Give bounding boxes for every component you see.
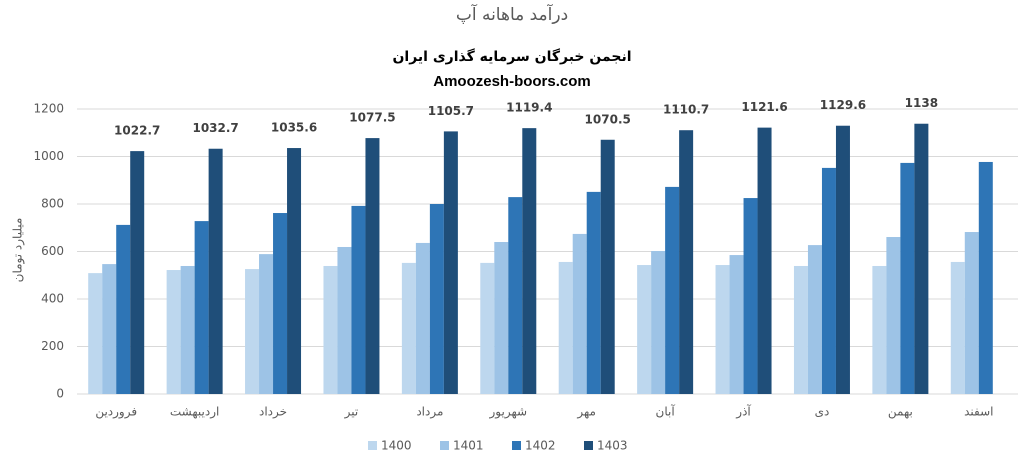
x-tick-label: مهر bbox=[576, 405, 596, 420]
data-label: 1070.5 bbox=[585, 112, 631, 126]
bar bbox=[914, 123, 929, 394]
chart-source: Amoozesh-boors.com bbox=[433, 73, 591, 90]
bar bbox=[872, 265, 887, 394]
bar bbox=[116, 224, 131, 394]
bar bbox=[208, 148, 223, 394]
y-tick-label: 1000 bbox=[33, 149, 64, 163]
bar bbox=[821, 167, 836, 394]
x-tick-label: آبان bbox=[656, 404, 676, 419]
bar bbox=[337, 246, 352, 394]
bar bbox=[522, 128, 537, 394]
y-tick-label: 800 bbox=[41, 197, 64, 211]
bar bbox=[743, 198, 758, 394]
bar bbox=[401, 262, 416, 394]
legend-swatch bbox=[368, 441, 377, 450]
bar bbox=[886, 237, 901, 394]
bar bbox=[757, 127, 772, 395]
legend-label: 1401 bbox=[453, 439, 484, 453]
x-tick-label: خرداد bbox=[259, 405, 287, 420]
y-tick-label: 600 bbox=[41, 244, 64, 258]
bar bbox=[130, 151, 145, 394]
bar bbox=[494, 242, 509, 394]
data-label: 1032.7 bbox=[192, 121, 238, 135]
y-tick-label: 200 bbox=[41, 339, 64, 353]
x-tick-label: اردیبهشت bbox=[170, 405, 219, 420]
x-tick-label: دی bbox=[815, 405, 830, 419]
bar bbox=[964, 232, 979, 394]
bar bbox=[835, 125, 850, 394]
bar bbox=[651, 251, 666, 394]
legend-label: 1400 bbox=[381, 439, 412, 453]
legend-swatch bbox=[512, 441, 521, 450]
legend-swatch bbox=[440, 441, 449, 450]
x-tick-label: آذر bbox=[735, 404, 751, 420]
bar bbox=[351, 205, 366, 394]
data-label: 1110.7 bbox=[663, 103, 709, 117]
chart-subtitle: انجمن خبرگان سرمایه گذاری ایران bbox=[392, 48, 631, 65]
x-tick-label: اسفند bbox=[964, 405, 993, 419]
bar bbox=[180, 265, 195, 394]
y-axis-label: میلیارد تومان bbox=[11, 218, 26, 283]
data-label: 1022.7 bbox=[114, 124, 160, 138]
bar bbox=[273, 213, 288, 394]
bar bbox=[586, 191, 601, 394]
legend-label: 1402 bbox=[525, 439, 556, 453]
data-label: 1138 bbox=[905, 96, 938, 110]
y-tick-label: 0 bbox=[56, 387, 64, 401]
bar bbox=[729, 255, 744, 394]
legend-label: 1403 bbox=[597, 439, 628, 453]
chart-title: درآمد ماهانه آپ bbox=[456, 3, 568, 25]
x-tick-label: تیر bbox=[344, 405, 359, 420]
data-label: 1035.6 bbox=[271, 121, 317, 135]
x-tick-label: فروردین bbox=[95, 405, 137, 420]
bar bbox=[679, 130, 694, 395]
x-tick-label: مرداد bbox=[416, 405, 443, 420]
bar bbox=[715, 265, 730, 394]
bar bbox=[950, 261, 965, 394]
y-tick-label: 400 bbox=[41, 292, 64, 306]
bar bbox=[637, 265, 652, 394]
legend-swatch bbox=[584, 441, 593, 450]
bar bbox=[245, 269, 260, 394]
y-tick-label: 1200 bbox=[33, 102, 64, 116]
x-tick-label: شهریور bbox=[489, 405, 528, 420]
bar bbox=[429, 204, 444, 394]
data-label: 1121.6 bbox=[741, 100, 787, 114]
bar bbox=[443, 131, 458, 395]
bar bbox=[259, 254, 274, 394]
data-label: 1129.6 bbox=[820, 98, 866, 112]
data-label: 1105.7 bbox=[428, 104, 474, 118]
bar bbox=[480, 262, 495, 394]
bar bbox=[194, 221, 209, 394]
bar bbox=[793, 265, 808, 394]
bar bbox=[365, 138, 380, 394]
bar bbox=[978, 161, 993, 394]
bar bbox=[88, 273, 103, 394]
bar bbox=[807, 245, 822, 394]
bar bbox=[600, 139, 615, 394]
x-tick-label: بهمن bbox=[888, 405, 913, 420]
data-label: 1077.5 bbox=[349, 111, 395, 125]
bar bbox=[287, 148, 302, 394]
bar bbox=[323, 265, 338, 394]
bar bbox=[415, 242, 430, 394]
bar bbox=[572, 233, 587, 394]
bar bbox=[900, 162, 915, 394]
bar bbox=[665, 186, 680, 394]
bar bbox=[102, 264, 117, 394]
bar bbox=[558, 261, 573, 394]
bar bbox=[166, 270, 181, 394]
data-label: 1119.4 bbox=[506, 101, 552, 115]
bar bbox=[508, 197, 523, 394]
